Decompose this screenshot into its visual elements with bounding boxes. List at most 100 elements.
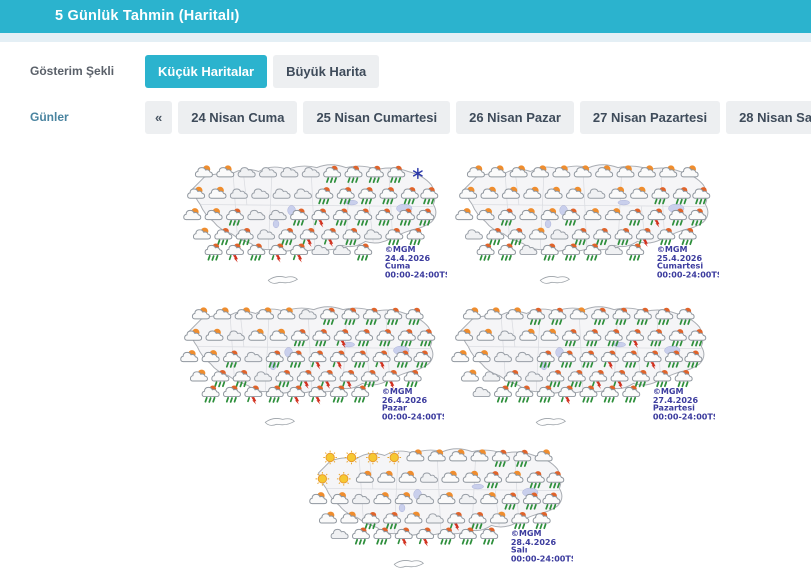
rain-icon (458, 527, 477, 545)
rain-icon (532, 511, 551, 530)
partly-cloudy-icon (204, 208, 223, 221)
rain-icon (626, 243, 645, 261)
day-button-1[interactable]: 25 Nisan Cumartesi (303, 101, 451, 134)
partly-cloudy-icon (441, 470, 460, 483)
partly-cloudy-icon (455, 208, 474, 221)
thunderstorm-icon (333, 329, 352, 349)
rain-icon (579, 385, 598, 403)
partly-cloudy-icon (544, 186, 563, 199)
partly-cloudy-icon (489, 511, 508, 524)
cloud-icon (298, 309, 317, 320)
rain-icon (507, 227, 526, 246)
rain-icon (342, 227, 361, 246)
partly-cloudy-icon (595, 165, 614, 178)
day-button-2[interactable]: 26 Nisan Pazar (456, 101, 574, 134)
rain-icon (225, 208, 244, 226)
partly-cloudy-icon (213, 307, 232, 320)
partly-cloudy-icon (480, 492, 499, 505)
thunderstorm-icon (589, 369, 608, 389)
display-mode-button-group: Küçük Haritalar Büyük Harita (145, 55, 380, 88)
page-title: 5 Günlük Tahmin (Haritalı) (55, 8, 240, 24)
cloud-icon (330, 528, 349, 540)
partly-cloudy-icon (484, 307, 503, 320)
forecast-map-cumartesi: ©MGM 25.4.2026 Cumartesi 00:00-24:00TSİ (447, 152, 719, 294)
day-button-3[interactable]: 27 Nisan Pazartesi (579, 101, 721, 134)
rain-icon (329, 385, 348, 403)
thunderstorm-icon (290, 243, 309, 263)
partly-cloudy-icon (534, 449, 553, 462)
partly-cloudy-icon (330, 492, 349, 505)
partly-cloudy-icon (208, 186, 227, 199)
thunderstorm-icon (626, 329, 645, 349)
turkey-map: ©MGM 25.4.2026 Cumartesi 00:00-24:00TSİ (455, 164, 719, 284)
cloud-icon (251, 188, 270, 199)
rain-icon (393, 350, 412, 368)
cloud-icon (416, 493, 435, 505)
rain-icon (540, 243, 559, 261)
cloud-icon (497, 330, 516, 341)
display-mode-label: Gösterim Şekli (30, 64, 115, 78)
day-button-4[interactable]: 28 Nisan Salı (726, 101, 811, 134)
rain-icon (332, 208, 351, 226)
cloud-icon (519, 244, 538, 256)
partly-cloudy-icon (184, 328, 203, 341)
rain-icon (647, 329, 666, 347)
rain-icon (486, 227, 505, 246)
partly-cloudy-icon (234, 307, 253, 320)
thunderstorm-icon (447, 511, 466, 531)
rain-icon (631, 369, 650, 388)
rain-icon (235, 227, 254, 246)
cloud-icon (515, 351, 534, 363)
thunderstorm-icon (308, 350, 327, 370)
partly-cloudy-icon (205, 328, 224, 341)
cloud-icon (419, 472, 438, 483)
rain-icon (265, 385, 284, 403)
partly-cloudy-icon (462, 470, 481, 483)
partly-cloudy-icon (680, 165, 699, 178)
rain-icon (497, 243, 516, 261)
partly-cloudy-icon (216, 165, 235, 178)
rain-icon (341, 307, 360, 326)
partly-cloudy-icon (573, 165, 592, 178)
rain-icon (323, 165, 342, 184)
rain-icon (387, 165, 406, 184)
thunderstorm-icon (321, 227, 340, 247)
cloud-icon (280, 167, 299, 178)
cloud-icon (301, 167, 320, 178)
cloud-icon (254, 371, 273, 382)
partly-cloudy-icon (449, 449, 468, 462)
rain-icon (527, 307, 546, 326)
prev-days-button[interactable]: « (145, 101, 173, 134)
display-option-kucuk-haritalar[interactable]: Küçük Haritalar (145, 55, 268, 88)
partly-cloudy-icon (248, 328, 267, 341)
rain-icon (355, 329, 374, 347)
forecast-map-pazartesi: ©MGM 27.4.2026 Pazartesi 00:00-24:00TSİ (443, 294, 715, 436)
turkey-map: ©MGM 24.4.2026 Cuma 00:00-24:00TSİ (183, 164, 447, 284)
rain-icon (211, 369, 230, 388)
rain-icon (204, 243, 223, 261)
rain-icon (320, 307, 339, 326)
partly-cloudy-icon (201, 350, 220, 363)
sun-icon (344, 450, 359, 465)
cloud-icon (363, 229, 382, 240)
thunderstorm-icon (299, 227, 318, 247)
rain-icon (480, 527, 499, 545)
rain-icon (397, 329, 416, 347)
rain-icon (383, 511, 402, 530)
day-button-group: «24 Nisan Cuma 25 Nisan Cumartesi 26 Nisan… (145, 101, 811, 134)
map-copyright: ©MGM (382, 387, 413, 396)
display-option-buyuk-harita[interactable]: Büyük Harita (273, 55, 380, 88)
rain-icon (222, 350, 241, 368)
rain-icon (222, 385, 241, 403)
thunderstorm-icon (308, 385, 327, 405)
rain-icon (420, 187, 439, 205)
map-day: Salı (511, 546, 528, 555)
rain-icon (579, 350, 598, 368)
partly-cloudy-icon (437, 492, 456, 505)
rain-icon (571, 227, 590, 246)
rain-icon (562, 243, 581, 261)
thunderstorm-icon (296, 369, 315, 389)
day-button-0[interactable]: 24 Nisan Cuma (178, 101, 298, 134)
rain-icon (354, 208, 373, 226)
